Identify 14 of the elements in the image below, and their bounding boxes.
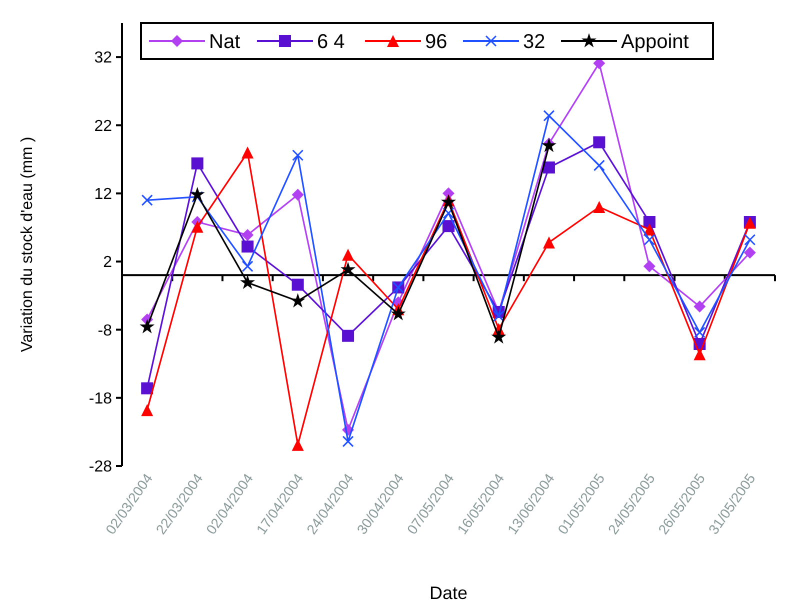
legend-label: Nat <box>209 31 241 53</box>
legend-label: Appoint <box>621 31 690 53</box>
y-axis-title: Variation du stock d'eau (mm ) <box>19 136 36 352</box>
y-tick-label: -18 <box>88 390 112 408</box>
y-tick-label: 32 <box>94 50 112 67</box>
legend-label: 32 <box>523 31 546 53</box>
x-axis-title: Date <box>429 583 468 603</box>
y-tick-label: -28 <box>88 458 112 476</box>
legend-label: 96 <box>425 31 448 53</box>
y-tick-label: 22 <box>94 118 112 135</box>
legend-label: 6 4 <box>317 31 345 53</box>
y-tick-label: 12 <box>94 186 112 203</box>
y-tick-label: 2 <box>103 254 112 272</box>
y-tick-label: -8 <box>98 322 112 340</box>
